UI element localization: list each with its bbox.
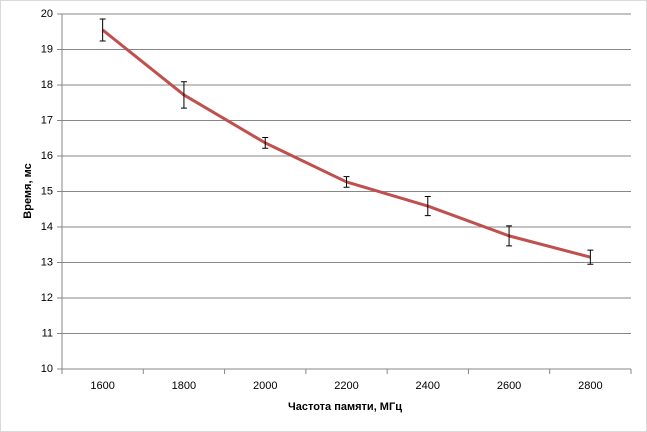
x-tick-label: 2400 [416, 380, 440, 392]
error-bar [343, 176, 350, 188]
error-bar [180, 81, 187, 109]
x-tick-label: 1800 [172, 380, 196, 392]
error-bar [506, 225, 513, 247]
error-bar [587, 249, 594, 265]
error-bar [99, 18, 106, 42]
x-tick-label: 2800 [578, 380, 602, 392]
x-axis-label: Частота памяти, МГц [288, 401, 402, 413]
y-tick-label: 16 [41, 150, 53, 162]
y-tick-label: 12 [41, 292, 53, 304]
x-tick-label: 2600 [497, 380, 521, 392]
y-tick-label: 11 [42, 327, 53, 339]
y-tick-label: 15 [41, 185, 53, 197]
y-tick-label: 13 [41, 256, 53, 268]
y-tick-label: 20 [41, 8, 53, 20]
x-tick-label: 2000 [253, 380, 277, 392]
y-tick-label: 14 [41, 221, 53, 233]
y-axis-label: Время, мс [22, 163, 34, 218]
y-tick-label: 18 [41, 79, 53, 91]
y-tick-label: 17 [41, 114, 53, 126]
y-tick-label: 10 [41, 363, 53, 375]
error-bar [262, 137, 269, 149]
error-bar [424, 195, 431, 217]
x-tick-label: 2200 [334, 380, 358, 392]
y-tick-label: 19 [41, 43, 53, 55]
x-tick-label: 1600 [90, 380, 114, 392]
